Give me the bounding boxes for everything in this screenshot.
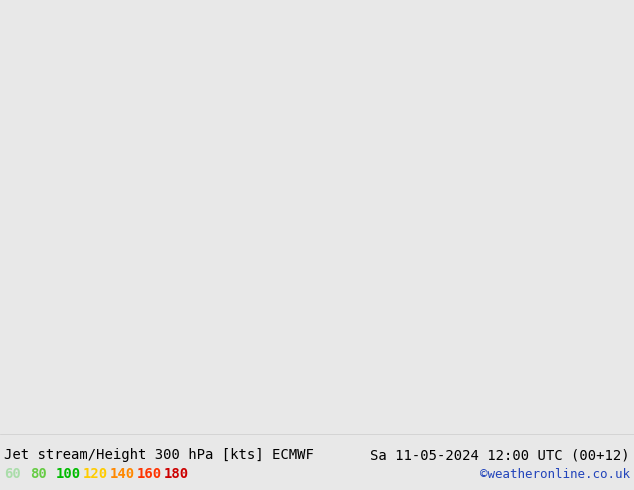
Text: 60: 60: [4, 467, 21, 481]
Text: 140: 140: [110, 467, 135, 481]
Text: Jet stream/Height 300 hPa [kts] ECMWF: Jet stream/Height 300 hPa [kts] ECMWF: [4, 448, 314, 463]
Text: 160: 160: [137, 467, 162, 481]
Text: 80: 80: [30, 467, 47, 481]
Text: ©weatheronline.co.uk: ©weatheronline.co.uk: [480, 467, 630, 481]
Text: 180: 180: [164, 467, 189, 481]
Text: 100: 100: [56, 467, 81, 481]
Text: Sa 11-05-2024 12:00 UTC (00+12): Sa 11-05-2024 12:00 UTC (00+12): [370, 448, 630, 463]
Text: 120: 120: [83, 467, 108, 481]
